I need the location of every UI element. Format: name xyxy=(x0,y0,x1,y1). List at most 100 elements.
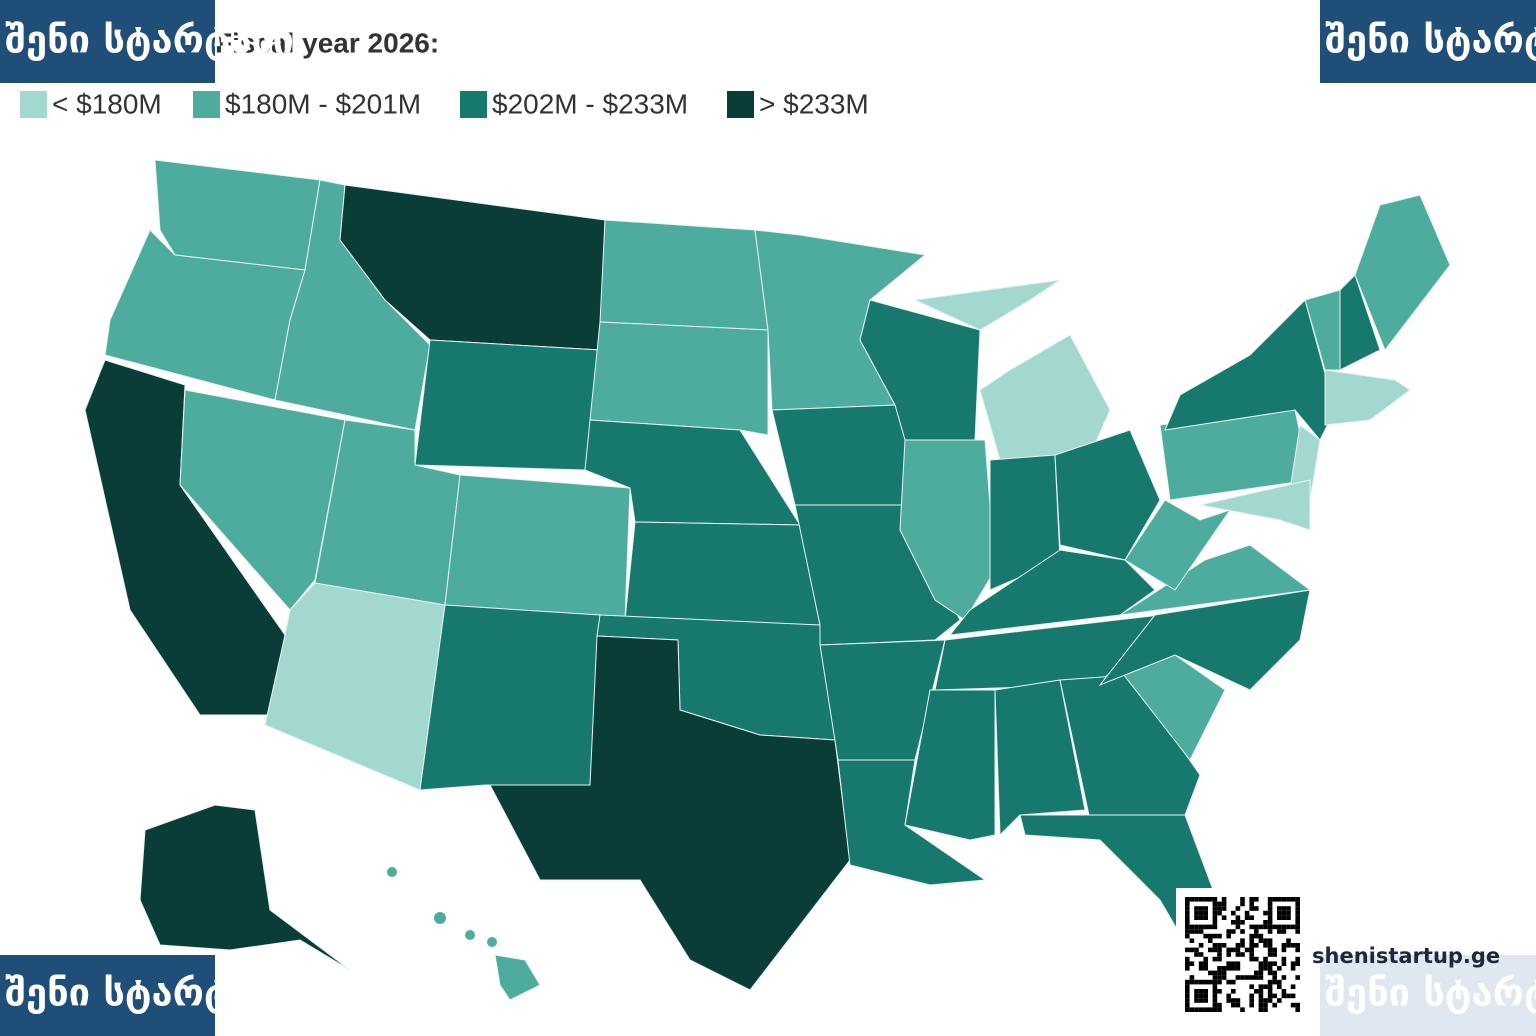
legend-swatch xyxy=(727,91,754,118)
qr-cell xyxy=(1254,897,1259,902)
state xyxy=(139,804,351,971)
qr-cell xyxy=(1286,910,1291,916)
qr-cell xyxy=(1189,938,1195,943)
qr-cell xyxy=(1281,924,1287,930)
qr-cell xyxy=(1208,947,1213,953)
qr-cell xyxy=(1258,970,1264,976)
qr-cell xyxy=(1235,961,1241,966)
qr-cell xyxy=(1240,920,1245,925)
qr-cell xyxy=(1212,915,1218,920)
qr-cell xyxy=(1194,1007,1199,1012)
qr-cell xyxy=(1203,924,1208,930)
qr-cell xyxy=(1286,897,1291,902)
qr-cell xyxy=(1217,901,1222,907)
qr-cell xyxy=(1290,924,1296,930)
qr-cell xyxy=(1286,924,1291,930)
qr-cell xyxy=(1231,1002,1236,1008)
qr-cell xyxy=(1267,929,1273,934)
qr-cell xyxy=(1231,998,1236,1003)
banner-text: შენი სტარტაპი xyxy=(5,971,294,1015)
qr-cell xyxy=(1281,989,1287,994)
qr-cell xyxy=(1267,989,1273,994)
qr-cell xyxy=(1185,1007,1190,1012)
qr-cell xyxy=(1194,897,1199,902)
qr-cell xyxy=(1226,952,1231,957)
qr-cell xyxy=(1203,1007,1208,1012)
state xyxy=(1124,499,1232,591)
qr-cell xyxy=(1189,897,1195,902)
qr-cell xyxy=(1217,947,1222,953)
qr-cell xyxy=(1226,966,1231,971)
qr-cell xyxy=(1249,915,1254,920)
qr-cell xyxy=(1231,979,1236,985)
qr-cell xyxy=(1267,998,1273,1003)
qr-cell xyxy=(1185,993,1190,999)
state xyxy=(837,759,987,886)
qr-cell xyxy=(1185,933,1190,939)
qr-cell xyxy=(1212,975,1218,980)
qr-cell xyxy=(1185,984,1190,989)
qr-cell xyxy=(1226,947,1231,953)
qr-cell xyxy=(1185,989,1190,994)
qr-cell xyxy=(1198,961,1204,966)
qr-cell xyxy=(1221,943,1227,948)
qr-cell xyxy=(1290,897,1296,902)
qr-cell xyxy=(1258,1002,1264,1008)
qr-cell xyxy=(1212,906,1218,911)
qr-cell xyxy=(1212,901,1218,907)
qr-cell xyxy=(1194,998,1199,1003)
qr-cell xyxy=(1203,956,1208,962)
qr-cell xyxy=(1203,979,1208,985)
legend-label: < $180M xyxy=(52,88,162,119)
qr-cell xyxy=(1217,1002,1222,1008)
qr-cell xyxy=(1208,1007,1213,1012)
island xyxy=(487,937,497,947)
qr-cell xyxy=(1240,952,1245,957)
qr-cell xyxy=(1217,989,1222,994)
qr-cell xyxy=(1212,993,1218,999)
qr-cell xyxy=(1290,1002,1296,1008)
qr-cell xyxy=(1217,952,1222,957)
qr-cell xyxy=(1189,975,1195,980)
qr-cell xyxy=(1295,910,1300,916)
qr-cell xyxy=(1194,952,1199,957)
qr-cell xyxy=(1277,897,1282,902)
qr-cell xyxy=(1194,993,1199,999)
qr-cell xyxy=(1263,924,1268,930)
qr-cell xyxy=(1198,979,1204,985)
qr-cell xyxy=(1231,947,1236,953)
state xyxy=(414,339,601,471)
qr-cell xyxy=(1203,915,1208,920)
qr-cell xyxy=(1249,906,1254,911)
qr-cell xyxy=(1295,897,1300,902)
qr-cell xyxy=(1249,993,1254,999)
qr-cell xyxy=(1203,897,1208,902)
qr-cell xyxy=(1272,961,1277,966)
qr-cell xyxy=(1281,947,1287,953)
qr-cell xyxy=(1258,933,1264,939)
qr-cell xyxy=(1235,966,1241,971)
legend-swatch xyxy=(20,91,47,118)
qr-cell xyxy=(1277,966,1282,971)
legend: < $180M $180M - $201M $202M - $233M > $233M xyxy=(20,88,869,119)
qr-cell xyxy=(1212,998,1218,1003)
qr-cell xyxy=(1198,989,1204,994)
qr-cell xyxy=(1254,970,1259,976)
qr-cell xyxy=(1267,938,1273,943)
qr-cell xyxy=(1263,1002,1268,1008)
qr-cell xyxy=(1203,933,1208,939)
qr-cell xyxy=(1286,943,1291,948)
qr-cell xyxy=(1235,924,1241,930)
qr-cell xyxy=(1194,979,1199,985)
qr-cell xyxy=(1212,956,1218,962)
qr-cell xyxy=(1272,975,1277,980)
qr-cell xyxy=(1203,998,1208,1003)
qr-cell xyxy=(1240,897,1245,902)
qr-cell xyxy=(1221,966,1227,971)
qr-cell xyxy=(1212,920,1218,925)
qr-cell xyxy=(1254,924,1259,930)
qr-cell xyxy=(1226,998,1231,1003)
qr-cell xyxy=(1198,897,1204,902)
qr-cell xyxy=(1185,924,1190,930)
